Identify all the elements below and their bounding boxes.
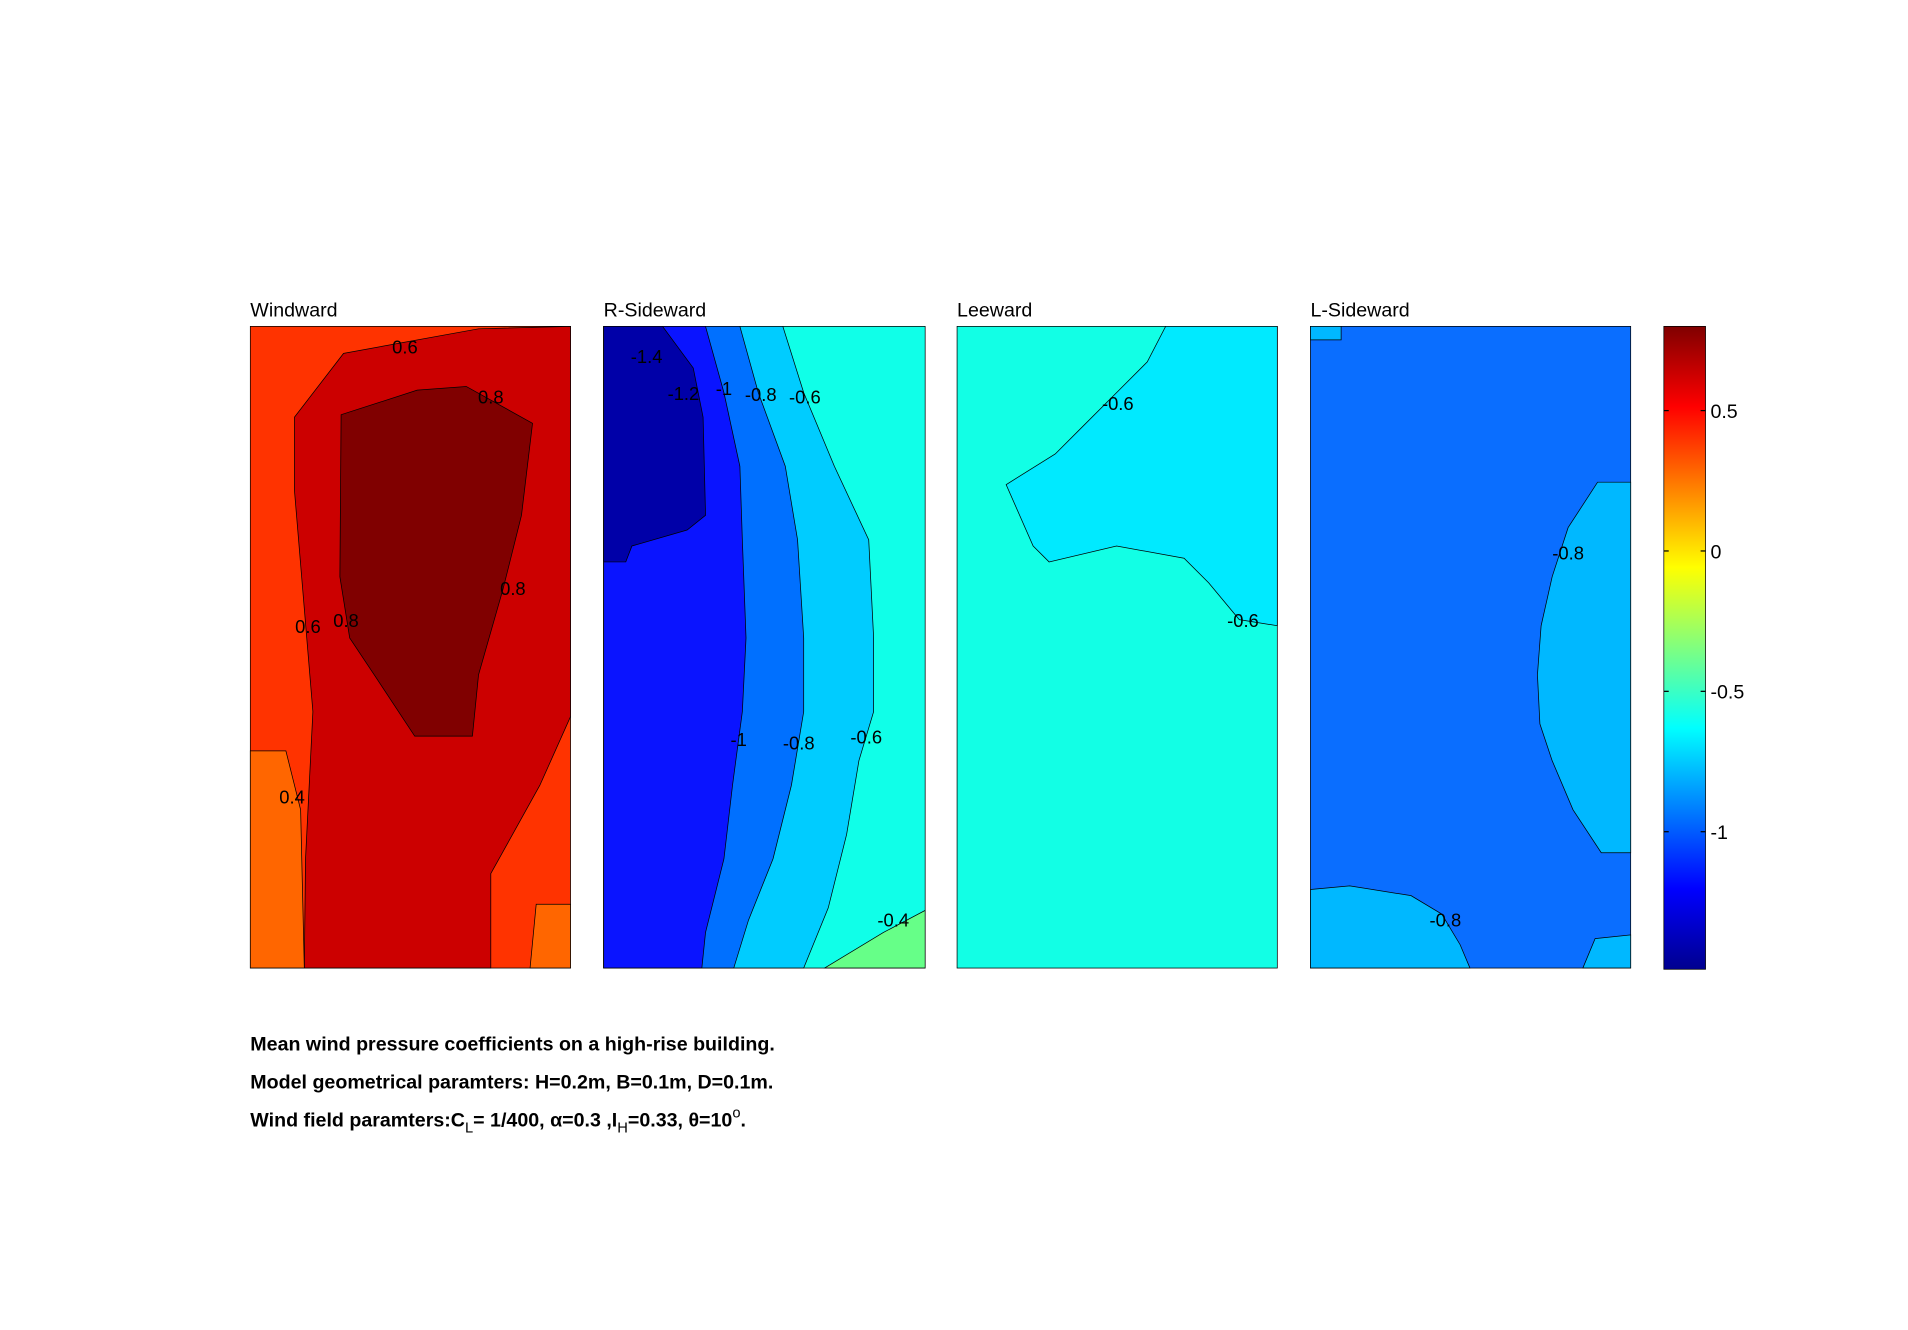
colorbar [1663,325,1706,970]
region [823,909,926,969]
caption-part: =0.33, θ=10 [628,1109,733,1131]
contour-label: -0.8 [1430,909,1462,930]
region [529,903,571,969]
region [249,750,305,969]
region [1582,934,1632,969]
region [1005,325,1278,627]
contour-label: 0.6 [295,616,321,637]
panel-r-sideward [603,325,926,969]
panel-windward [249,325,571,969]
colorbar-tick-label: -1 [1710,822,1727,844]
panel-title: Leeward [957,300,1032,322]
colorbar-tick-label: 0.5 [1710,401,1737,423]
contour-label: 0.6 [392,336,418,357]
contour-label: -0.8 [745,384,777,405]
contour-label: -0.8 [783,733,815,754]
contour-label: 0.8 [333,610,359,631]
colorbar-tick-label: -0.5 [1710,682,1744,704]
caption-line: Wind field paramters:CL= 1/400, α=0.3 ,I… [250,1106,746,1137]
caption-part: . [741,1109,746,1131]
contour-label: 0.8 [478,387,504,408]
contour-label: -1 [716,378,732,399]
panel-leeward [956,325,1278,969]
caption-part: L [465,1120,473,1136]
region [339,386,533,737]
caption-part: = 1/400, α=0.3 ,I [473,1109,617,1131]
colorbar-tick-label: 0 [1710,541,1721,563]
region [1537,481,1632,854]
contour-label: -1.4 [631,346,663,367]
caption-part: o [732,1106,740,1122]
contour-label: -0.6 [1227,610,1259,631]
panel-title: L-Sideward [1310,300,1409,322]
region [1310,885,1471,969]
caption-part: Wind field paramters:C [250,1109,465,1131]
region [1310,325,1342,341]
panel-title: Windward [250,300,337,322]
contour-label: -0.6 [1102,393,1134,414]
contour-label: -1.2 [668,383,700,404]
caption-line: Model geometrical paramters: H=0.2m, B=0… [250,1071,773,1093]
caption-part: H [617,1120,628,1136]
contour-label: -0.6 [789,387,821,408]
caption-line: Mean wind pressure coefficients on a hig… [250,1033,775,1055]
contour-label: 0.8 [500,578,526,599]
panel-title: R-Sideward [604,300,707,322]
contour-label: -0.4 [877,909,909,930]
contour-label: 0.4 [279,787,305,808]
panel-l-sideward [1310,325,1632,969]
contour-label: -0.6 [850,727,882,748]
region [603,325,706,563]
contour-label: -1 [730,729,746,750]
contour-label: -0.8 [1552,542,1584,563]
caption-part: Mean wind pressure coefficients on a hig… [250,1033,775,1055]
caption-part: Model geometrical paramters: H=0.2m, B=0… [250,1071,773,1093]
